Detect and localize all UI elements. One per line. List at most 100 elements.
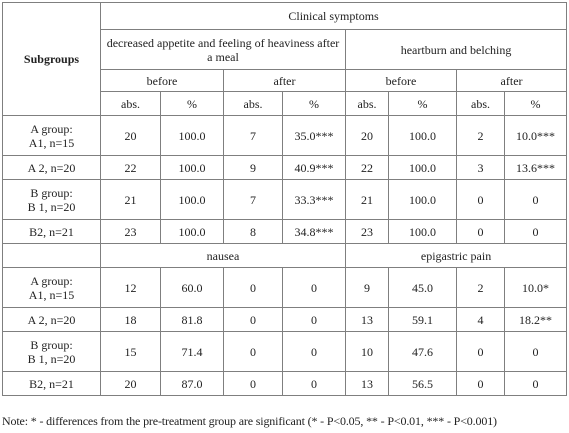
abs-header: abs. — [100, 91, 161, 116]
row-label-line1: B group: — [30, 185, 73, 200]
cell: 22 — [345, 155, 389, 180]
cell: 0 — [223, 371, 283, 396]
cell: 0 — [456, 331, 505, 372]
cell: 23 — [100, 219, 161, 244]
percent-header: % — [282, 91, 346, 116]
cell: 100.0 — [388, 219, 457, 244]
cell: 18.2** — [503, 307, 568, 332]
clinical-symptoms-table: Subgroups Clinical symptoms decreased ap… — [2, 2, 568, 396]
cell: 0 — [456, 371, 505, 396]
cell: 81.8 — [160, 307, 224, 332]
cell: 33.3*** — [282, 179, 346, 220]
row-label: A group: A1, n=15 — [2, 267, 101, 308]
cell: 0 — [503, 331, 568, 372]
cell: 9 — [345, 267, 389, 308]
cell: 21 — [345, 179, 389, 220]
cell: 0 — [456, 179, 505, 220]
row-label-line1: A group: — [30, 273, 73, 288]
percent-header: % — [503, 91, 568, 116]
row-label-line2: A1, n=15 — [28, 287, 75, 302]
cell: 0 — [223, 331, 283, 372]
table-row: B group: B 1, n=20 15 71.4 0 0 10 47.6 0… — [2, 331, 568, 372]
header-row-4: abs. % abs. % abs. % abs. % — [3, 91, 568, 116]
cell: 100.0 — [388, 179, 457, 220]
clinical-symptoms-header: Clinical symptoms — [99, 2, 568, 30]
cell: 35.0*** — [282, 115, 346, 156]
row-label-line2: A1, n=15 — [28, 135, 75, 150]
table-footnote: Note: * - differences from the pre-treat… — [2, 414, 497, 428]
row-label: A group: A1, n=15 — [2, 115, 101, 156]
symptom-epigastric-pain-header: epigastric pain — [344, 243, 568, 268]
cell: 23 — [345, 219, 389, 244]
header-row-1: Subgroups Clinical symptoms — [2, 2, 568, 116]
symptom-nausea-header: nausea — [100, 243, 346, 268]
table-row: B2, n=21 20 87.0 0 0 13 56.5 0 0 — [2, 371, 568, 396]
cell: 0 — [223, 307, 283, 332]
row-label-line1: B group: — [30, 337, 73, 352]
cell: 100.0 — [388, 115, 457, 156]
header-row-3: before after before after — [3, 69, 568, 92]
cell: 21 — [100, 179, 161, 220]
cell: 0 — [282, 307, 346, 332]
cell: 0 — [503, 371, 568, 396]
cell: 10.0*** — [503, 115, 568, 156]
header-row-2: decreased appetite and feeling of heavin… — [3, 29, 568, 70]
cell: 100.0 — [160, 219, 224, 244]
table-row: A group: A1, n=15 12 60.0 0 0 9 45.0 2 1… — [2, 267, 568, 308]
cell: 18 — [100, 307, 161, 332]
cell: 0 — [503, 179, 568, 220]
table-row: B2, n=21 23 100.0 8 34.8*** 23 100.0 0 0 — [2, 219, 568, 244]
after-header: after — [455, 69, 568, 92]
table-row: B group: B 1, n=20 21 100.0 7 33.3*** 21… — [2, 179, 568, 220]
section-2-header-row: nausea epigastric pain — [2, 243, 568, 268]
cell: 20 — [100, 115, 161, 156]
symptom-appetite-header: decreased appetite and feeling of heavin… — [100, 29, 346, 70]
cell: 9 — [223, 155, 283, 180]
cell: 3 — [456, 155, 505, 180]
cell: 87.0 — [160, 371, 224, 396]
table-wrapper: Subgroups Clinical symptoms decreased ap… — [2, 2, 568, 396]
row-label: B2, n=21 — [2, 371, 101, 396]
abs-header: abs. — [345, 91, 389, 116]
cell: 0 — [223, 267, 283, 308]
subgroups-header: Subgroups — [2, 2, 101, 116]
cell: 13 — [345, 307, 389, 332]
row-label-line2: B 1, n=20 — [27, 351, 76, 366]
cell: 59.1 — [388, 307, 457, 332]
cell: 10.0* — [503, 267, 568, 308]
cell: 13.6*** — [503, 155, 568, 180]
cell: 34.8*** — [282, 219, 346, 244]
cell: 71.4 — [160, 331, 224, 372]
row-label: A 2, n=20 — [2, 155, 101, 180]
after-header: after — [223, 69, 346, 92]
row-label-line1: A group: — [30, 121, 73, 136]
table-row: A group: A1, n=15 20 100.0 7 35.0*** 20 … — [2, 115, 568, 156]
row-label: A 2, n=20 — [2, 307, 101, 332]
percent-header: % — [160, 91, 224, 116]
cell: 100.0 — [160, 115, 224, 156]
cell: 7 — [223, 179, 283, 220]
before-header: before — [100, 69, 224, 92]
cell: 100.0 — [160, 155, 224, 180]
cell: 8 — [223, 219, 283, 244]
row-label: B group: B 1, n=20 — [2, 179, 101, 220]
cell: 0 — [282, 331, 346, 372]
cell: 40.9*** — [282, 155, 346, 180]
cell: 60.0 — [160, 267, 224, 308]
row-label: B group: B 1, n=20 — [2, 331, 101, 372]
empty-cell — [2, 243, 101, 268]
abs-header: abs. — [456, 91, 505, 116]
row-label-line2: B 1, n=20 — [27, 199, 76, 214]
cell: 20 — [100, 371, 161, 396]
cell: 2 — [456, 267, 505, 308]
before-header: before — [345, 69, 457, 92]
cell: 0 — [503, 219, 568, 244]
cell: 15 — [100, 331, 161, 372]
cell: 7 — [223, 115, 283, 156]
cell: 100.0 — [160, 179, 224, 220]
cell: 4 — [456, 307, 505, 332]
cell: 22 — [100, 155, 161, 180]
table-row: A 2, n=20 18 81.8 0 0 13 59.1 4 18.2** — [2, 307, 568, 332]
cell: 0 — [456, 219, 505, 244]
row-label: B2, n=21 — [2, 219, 101, 244]
